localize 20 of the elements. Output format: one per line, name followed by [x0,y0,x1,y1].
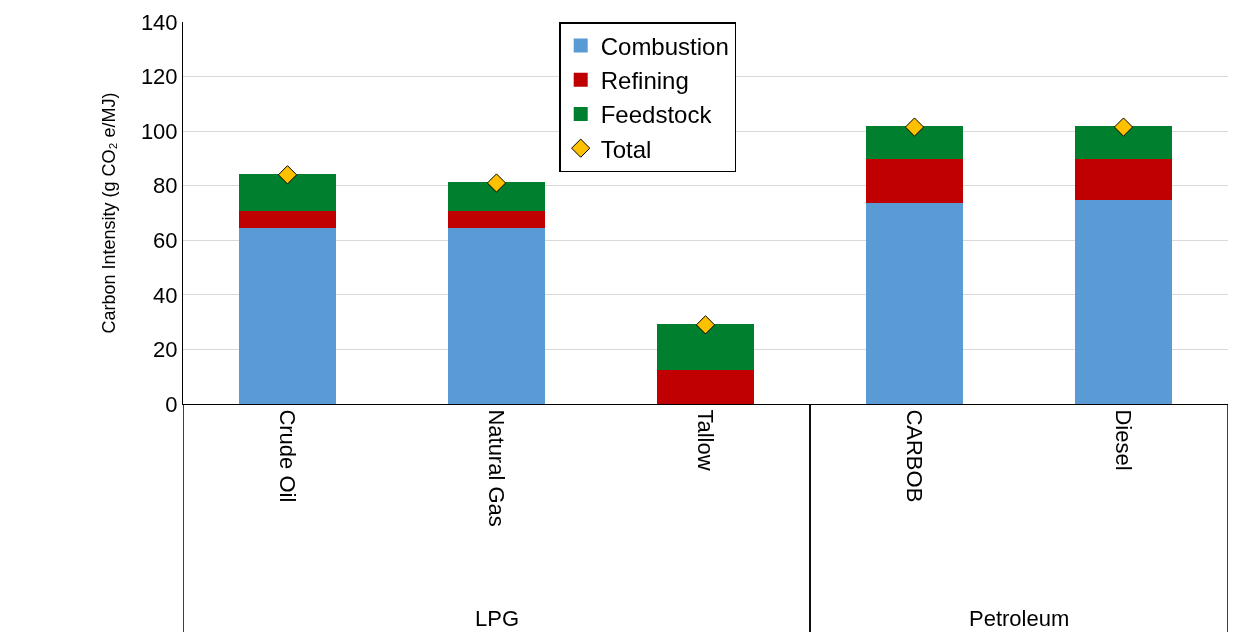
x-tick-label: CARBOB [902,409,928,503]
y-tick-label: 140 [140,9,178,35]
x-tick-label: Tallow [693,409,719,471]
text: Petroleum [969,606,1070,631]
y-axis-title: Carbon Intensity (g CO₂ e/MJ) [99,92,120,334]
y-tick-label: 0 [165,391,178,417]
y-tick-label: 20 [153,337,178,363]
legend-label: Feedstock [600,101,713,129]
y-tick-label: 120 [140,64,178,90]
y-tick-label: 80 [153,173,178,199]
y-tick-label: 60 [153,227,178,253]
y-tick-label: 100 [140,118,178,144]
x-tick-label: Natural Gas [484,409,510,527]
legend-label: Total [600,135,652,163]
x-tick-label: Crude Oil [275,409,301,503]
legend-label: Refining [600,67,689,95]
legend-label: Combustion [600,32,729,60]
x-tick-label: Diesel [1111,409,1137,471]
y-tick-label: 40 [153,282,178,308]
text: LPG [475,606,520,631]
